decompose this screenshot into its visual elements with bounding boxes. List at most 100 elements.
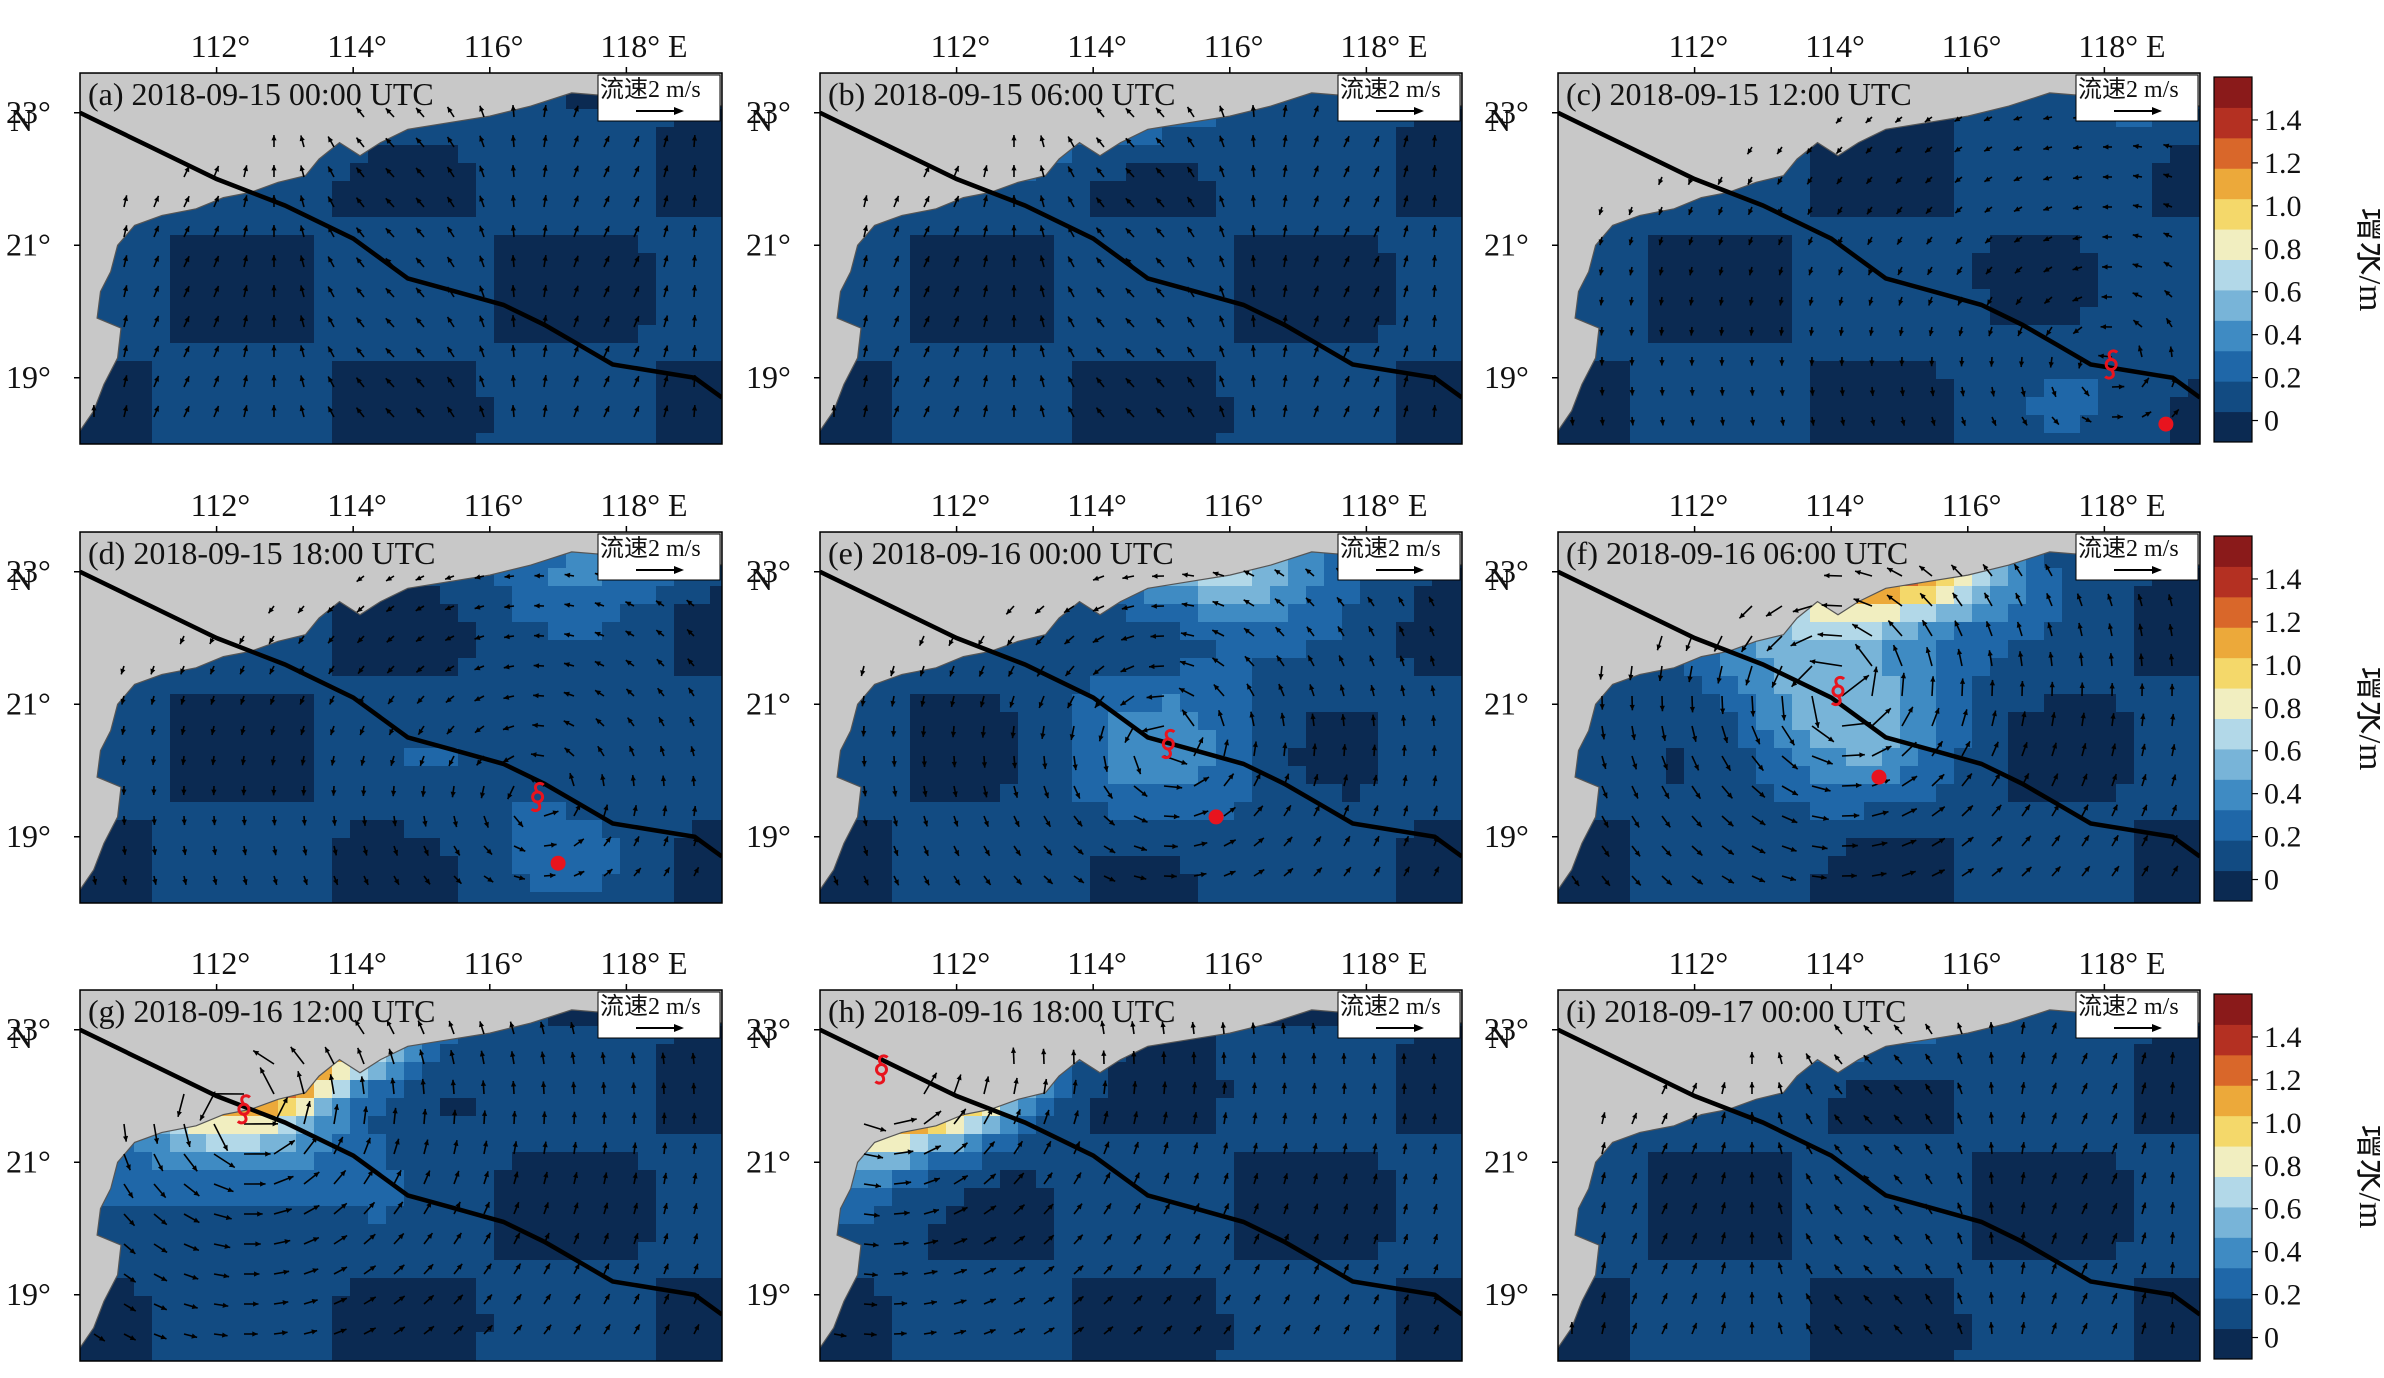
surge-cell: [638, 217, 657, 236]
surge-cell: [476, 397, 495, 416]
surge-cell: [710, 325, 722, 344]
current-vector-head: [1039, 255, 1045, 262]
surge-cell: [116, 433, 135, 444]
surge-cell: [1720, 289, 1739, 308]
surge-cell: [874, 433, 893, 444]
current-vector-head: [1806, 148, 1813, 154]
current-vector-head: [1928, 299, 1934, 306]
surge-cell: [368, 181, 387, 200]
surge-cell: [602, 658, 621, 677]
surge-cell: [494, 307, 513, 326]
current-vector-head: [573, 375, 579, 382]
surge-cell: [530, 748, 549, 767]
surge-cell: [1090, 199, 1109, 218]
x-tick-label: 112°: [931, 28, 991, 64]
surge-cell: [892, 307, 911, 326]
surge-cell: [1432, 622, 1451, 641]
current-vector-head: [447, 106, 453, 113]
surge-cell: [188, 397, 207, 416]
current-vector-head: [1868, 299, 1874, 306]
surge-cell: [1774, 289, 1793, 308]
surge-cell: [1612, 397, 1631, 416]
surge-cell: [224, 766, 243, 785]
current-vector-head: [1187, 346, 1193, 353]
surge-cell: [1450, 586, 1462, 605]
surge-cell: [1216, 253, 1235, 272]
surge-cell: [656, 325, 675, 344]
surge-cell: [332, 658, 351, 677]
current-vector-head: [1719, 329, 1725, 336]
surge-cell: [674, 586, 693, 605]
surge-cell: [134, 271, 153, 290]
surge-cell: [1810, 199, 1829, 218]
surge-cell: [584, 361, 603, 380]
surge-cell: [1216, 604, 1235, 623]
current-vector-head: [504, 634, 510, 640]
surge-cell: [1936, 271, 1955, 290]
surge-cell: [2170, 199, 2189, 218]
surge-cell: [602, 181, 621, 200]
current-vector-head: [299, 135, 305, 142]
current-vector-head: [239, 637, 245, 644]
surge-cell: [1288, 604, 1307, 623]
surge-cell: [1828, 199, 1847, 218]
surge-cell: [638, 271, 657, 290]
surge-cell: [224, 343, 243, 362]
current-vector-head: [924, 196, 930, 203]
surge-cell: [332, 343, 351, 362]
current-vector-head: [1431, 195, 1438, 201]
surge-cell: [368, 199, 387, 218]
surge-cell: [458, 640, 477, 659]
surge-cell: [674, 145, 693, 164]
surge-cell: [386, 622, 405, 641]
surge-cell: [1378, 433, 1397, 444]
map-panel: (d) 2018-09-15 18:00 UTC 流速2 m/s 112° 114° 1…: [0, 459, 740, 919]
current-vector-head: [1125, 138, 1132, 144]
surge-cell: [2080, 415, 2099, 434]
surge-cell: [620, 640, 639, 659]
current-vector-head: [1313, 315, 1319, 322]
current-vector-head: [356, 167, 362, 174]
surge-cell: [404, 604, 423, 623]
current-vector-head: [389, 729, 395, 735]
surge-cell: [1450, 307, 1462, 326]
surge-cell: [692, 253, 711, 272]
current-vector-head: [1125, 378, 1132, 384]
surge-cell: [1414, 307, 1433, 326]
surge-cell: [620, 199, 639, 218]
surge-cell: [1666, 217, 1685, 236]
current-vector-head: [1659, 329, 1665, 336]
surge-cell: [602, 145, 621, 164]
current-vector-head: [542, 225, 548, 231]
surge-cell: [98, 856, 117, 875]
surge-cell: [692, 343, 711, 362]
current-vector-head: [634, 256, 640, 262]
surge-cell: [602, 379, 621, 398]
surge-cell: [1990, 181, 2009, 200]
current-vector-head: [502, 757, 509, 763]
current-vector-head: [604, 136, 610, 143]
surge-cell: [170, 307, 189, 326]
surge-cell: [242, 217, 261, 236]
surge-cell: [584, 199, 603, 218]
current-vector-head: [1747, 178, 1753, 185]
surge-cell: [494, 361, 513, 380]
surge-cell: [1900, 379, 1919, 398]
surge-cell: [440, 802, 459, 821]
surge-cell: [620, 730, 639, 749]
surge-cell: [1198, 181, 1217, 200]
surge-cell: [2026, 235, 2045, 254]
surge-cell: [2080, 181, 2099, 200]
surge-cell: [638, 163, 657, 182]
surge-cell: [1594, 271, 1613, 290]
surge-cell: [2062, 145, 2081, 164]
surge-cell: [386, 640, 405, 659]
surge-cell: [422, 820, 441, 839]
surge-cell: [368, 748, 387, 767]
current-vector-head: [982, 165, 988, 172]
current-vector-head: [1836, 147, 1842, 154]
surge-cell: [242, 820, 261, 839]
current-vector-head: [1039, 375, 1045, 382]
surge-cell: [692, 730, 711, 749]
current-vector-head: [687, 629, 693, 636]
